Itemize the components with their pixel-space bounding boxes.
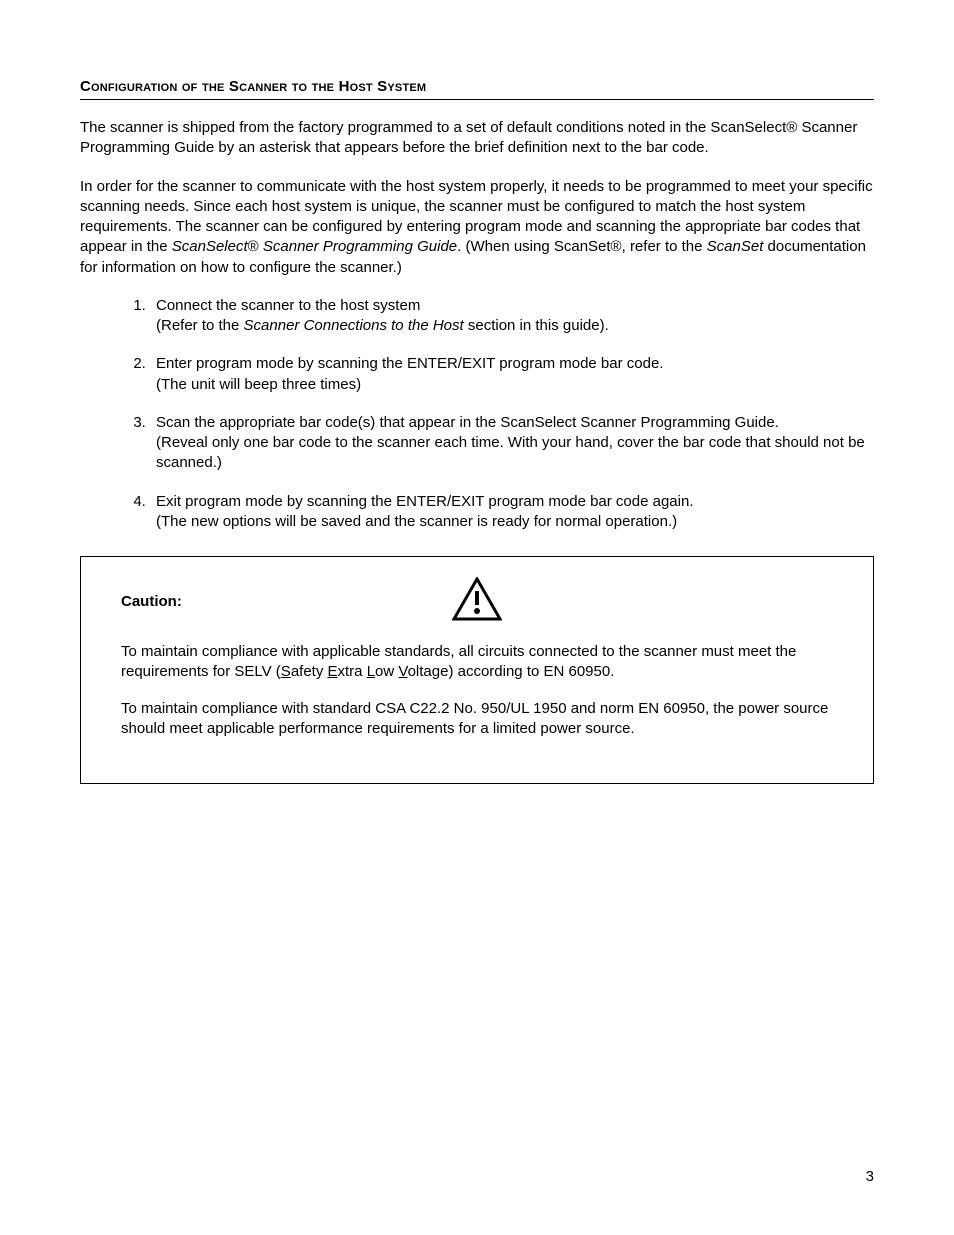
page: Configuration of the Scanner to the Host…: [0, 0, 954, 1235]
p2-text-c: . (When using ScanSet®, refer to the: [457, 238, 707, 255]
warning-icon: [452, 577, 502, 621]
section-heading: Configuration of the Scanner to the Host…: [80, 78, 874, 100]
intro-paragraph-2: In order for the scanner to communicate …: [80, 177, 874, 278]
steps-list: Connect the scanner to the host system (…: [80, 296, 874, 532]
c1-b: afety: [291, 663, 328, 680]
step-4-line1: Exit program mode by scanning the ENTER/…: [156, 493, 694, 510]
step-2-line1: Enter program mode by scanning the ENTER…: [156, 355, 663, 372]
intro-paragraph-1: The scanner is shipped from the factory …: [80, 118, 874, 159]
caution-box: Caution: To maintain compliance with app…: [80, 556, 874, 784]
caution-icon-wrap: [122, 577, 833, 626]
c1-d: ow: [375, 663, 398, 680]
caution-paragraph-1: To maintain compliance with applicable s…: [121, 642, 833, 683]
step-1-line1: Connect the scanner to the host system: [156, 297, 420, 314]
step-1-line2-italic: Scanner Connections to the Host: [244, 317, 464, 334]
caution-paragraph-2: To maintain compliance with standard CSA…: [121, 699, 833, 740]
p2-italic-1: ScanSelect: [172, 238, 248, 255]
step-1-line2a: (Refer to the: [156, 317, 244, 334]
step-4: Exit program mode by scanning the ENTER/…: [150, 492, 874, 533]
p2-italic-3: ScanSet: [707, 238, 764, 255]
p2-text-b: ®: [248, 238, 263, 255]
step-3-line1: Scan the appropriate bar code(s) that ap…: [156, 414, 779, 431]
page-number: 3: [866, 1168, 874, 1185]
c1-u4: V: [398, 663, 407, 680]
c1-c: xtra: [338, 663, 367, 680]
p2-italic-2: Scanner Programming Guide: [263, 238, 457, 255]
c1-e: oltage) according to EN 60950.: [408, 663, 615, 680]
step-1: Connect the scanner to the host system (…: [150, 296, 874, 337]
step-3: Scan the appropriate bar code(s) that ap…: [150, 413, 874, 474]
c1-u3: L: [367, 663, 375, 680]
c1-u2: E: [328, 663, 338, 680]
step-2: Enter program mode by scanning the ENTER…: [150, 354, 874, 395]
step-4-line2: (The new options will be saved and the s…: [156, 513, 677, 530]
step-2-line2: (The unit will beep three times): [156, 376, 361, 393]
caution-header-row: Caution:: [121, 577, 833, 626]
step-3-line2: (Reveal only one bar code to the scanner…: [156, 434, 865, 471]
c1-u1: S: [281, 663, 291, 680]
step-1-line2b: section in this guide).: [464, 317, 609, 334]
